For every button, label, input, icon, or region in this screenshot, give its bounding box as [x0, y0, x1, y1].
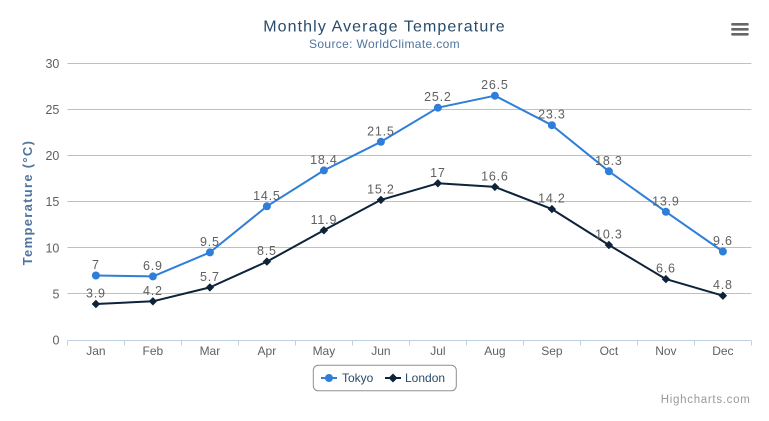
svg-text:Tokyo: Tokyo: [342, 371, 374, 385]
svg-text:Sep: Sep: [541, 344, 563, 358]
svg-text:16.6: 16.6: [481, 169, 509, 183]
svg-text:Monthly Average Temperature: Monthly Average Temperature: [263, 19, 506, 36]
svg-text:15.2: 15.2: [367, 182, 395, 196]
svg-text:3.9: 3.9: [86, 287, 106, 301]
svg-text:Feb: Feb: [143, 344, 164, 358]
svg-text:Nov: Nov: [655, 344, 676, 358]
svg-text:17: 17: [430, 166, 446, 180]
svg-text:30: 30: [45, 57, 59, 71]
svg-text:London: London: [405, 371, 445, 385]
svg-text:5.7: 5.7: [200, 270, 220, 284]
svg-text:6.6: 6.6: [656, 262, 676, 276]
svg-text:25.2: 25.2: [424, 90, 452, 104]
svg-text:Oct: Oct: [600, 344, 619, 358]
svg-text:25: 25: [45, 103, 59, 117]
svg-text:9.6: 9.6: [713, 234, 733, 248]
svg-text:4.8: 4.8: [713, 278, 733, 292]
svg-text:Temperature (°C): Temperature (°C): [20, 140, 35, 265]
svg-text:Mar: Mar: [200, 344, 221, 358]
svg-text:18.3: 18.3: [595, 154, 623, 168]
svg-text:4.2: 4.2: [143, 284, 163, 298]
svg-text:Jun: Jun: [371, 344, 390, 358]
svg-text:8.5: 8.5: [257, 244, 277, 258]
svg-text:14.2: 14.2: [538, 192, 566, 206]
svg-text:10.3: 10.3: [595, 228, 623, 242]
svg-text:20: 20: [45, 149, 59, 163]
svg-text:11.9: 11.9: [311, 213, 338, 227]
svg-text:13.9: 13.9: [652, 194, 680, 208]
svg-text:Apr: Apr: [258, 344, 277, 358]
svg-text:0: 0: [52, 334, 59, 348]
svg-text:14.5: 14.5: [253, 189, 281, 203]
svg-text:9.5: 9.5: [200, 235, 220, 249]
svg-text:Jul: Jul: [430, 344, 445, 358]
svg-text:May: May: [313, 344, 336, 358]
svg-text:15: 15: [45, 195, 59, 209]
svg-text:18.4: 18.4: [310, 153, 338, 167]
svg-text:Dec: Dec: [712, 344, 733, 358]
svg-text:23.3: 23.3: [538, 108, 566, 122]
svg-text:10: 10: [45, 241, 59, 255]
svg-text:7: 7: [92, 258, 100, 272]
svg-text:5: 5: [52, 287, 59, 301]
svg-text:21.5: 21.5: [367, 124, 395, 138]
svg-text:6.9: 6.9: [143, 259, 163, 273]
svg-text:Highcharts.com: Highcharts.com: [661, 394, 751, 406]
svg-text:Source: WorldClimate.com: Source: WorldClimate.com: [309, 37, 460, 51]
svg-text:Jan: Jan: [86, 344, 105, 358]
svg-text:Aug: Aug: [484, 344, 505, 358]
svg-text:26.5: 26.5: [481, 78, 509, 92]
